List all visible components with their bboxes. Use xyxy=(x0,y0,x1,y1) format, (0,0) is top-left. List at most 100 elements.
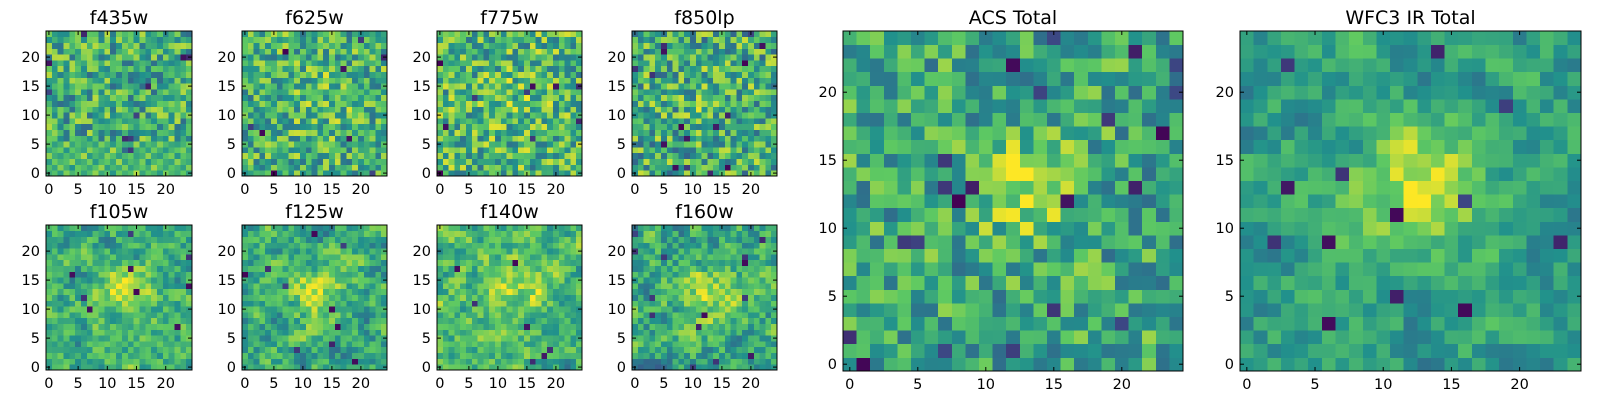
heatmap-cell xyxy=(713,135,720,142)
heatmap-cell xyxy=(288,283,295,290)
heatmap-cell xyxy=(46,358,53,365)
heatmap-cell xyxy=(381,242,388,249)
heatmap-cell xyxy=(340,306,347,313)
heatmap-cell xyxy=(311,335,318,342)
heatmap-cell xyxy=(156,230,164,237)
heatmap-cell xyxy=(381,31,388,38)
heatmap-cell xyxy=(535,312,542,319)
heatmap-cell xyxy=(471,83,478,90)
heatmap-cell xyxy=(276,329,283,336)
heatmap-cell xyxy=(748,48,755,55)
heatmap-cell xyxy=(300,335,307,342)
heatmap-cell xyxy=(724,65,731,72)
heatmap-cell xyxy=(323,248,330,255)
heatmap-cell xyxy=(512,129,519,136)
heatmap-cell xyxy=(1155,235,1170,249)
heatmap-cell xyxy=(524,42,531,49)
heatmap-cell xyxy=(317,71,324,78)
heatmap-cell xyxy=(63,346,70,353)
heatmap-cell xyxy=(271,123,278,130)
heatmap-cell xyxy=(843,303,857,317)
heatmap-cell xyxy=(352,123,359,130)
heatmap-cell xyxy=(247,306,254,313)
heatmap-cell xyxy=(300,236,307,243)
heatmap-cell xyxy=(127,283,134,290)
heatmap-cell xyxy=(541,89,548,96)
heatmap-cell xyxy=(369,112,376,119)
heatmap-cell xyxy=(690,112,697,119)
heatmap-cell xyxy=(655,158,662,165)
heatmap-cell xyxy=(127,170,134,177)
heatmap-cell xyxy=(448,352,455,359)
heatmap-cell xyxy=(524,147,531,154)
heatmap-cell xyxy=(288,65,295,72)
heatmap-cell xyxy=(340,230,347,237)
heatmap-cell xyxy=(363,283,370,290)
heatmap-cell xyxy=(672,100,679,107)
heatmap-cell xyxy=(695,158,702,165)
heatmap-cell xyxy=(512,147,519,154)
heatmap-cell xyxy=(253,141,260,148)
heatmap-cell xyxy=(477,294,484,301)
heatmap-cell xyxy=(104,306,111,313)
heatmap-cell xyxy=(649,60,656,67)
heatmap-cell xyxy=(86,277,94,284)
heatmap-cell xyxy=(856,316,871,331)
heatmap-cell xyxy=(883,139,898,154)
heatmap-cell xyxy=(643,164,650,171)
heatmap-cell xyxy=(951,235,966,249)
heatmap-cell xyxy=(730,152,737,159)
heatmap-cell xyxy=(247,100,254,107)
heatmap-cell xyxy=(1169,316,1184,331)
heatmap-cell xyxy=(334,323,341,330)
heatmap-cell xyxy=(1087,357,1102,372)
heatmap-cell xyxy=(276,60,283,67)
heatmap-cell xyxy=(1128,99,1143,113)
heatmap-cell xyxy=(1128,289,1143,304)
heatmap-cell xyxy=(265,54,272,61)
heatmap-cell xyxy=(271,259,278,266)
heatmap-cell xyxy=(358,71,365,78)
heatmap-cell xyxy=(979,85,993,100)
heatmap-cell xyxy=(719,89,726,96)
heatmap-cell xyxy=(369,283,376,290)
heatmap-cell xyxy=(110,164,117,171)
heatmap-cell xyxy=(363,83,370,90)
heatmap-cell xyxy=(317,283,324,290)
heatmap-cell xyxy=(156,283,164,290)
heatmap-cell xyxy=(1074,85,1089,100)
heatmap-cell xyxy=(282,271,289,278)
heatmap-cell xyxy=(98,65,105,72)
heatmap-cell xyxy=(684,77,691,84)
heatmap-cell xyxy=(524,77,531,84)
heatmap-cells xyxy=(242,31,388,177)
heatmap-cell xyxy=(437,123,444,130)
heatmap-cell xyxy=(110,158,117,165)
heatmap-cell xyxy=(979,180,993,195)
heatmap-cell xyxy=(564,129,571,136)
heatmap-cell xyxy=(92,335,99,342)
heatmap-cell xyxy=(145,306,152,313)
heatmap-cell xyxy=(1019,139,1034,154)
heatmap-cell xyxy=(541,323,548,330)
heatmap-cell xyxy=(748,164,755,171)
heatmap-cell xyxy=(713,106,720,113)
heatmap-cell xyxy=(311,312,318,319)
heatmap-cell xyxy=(506,147,513,154)
heatmap-cell xyxy=(570,152,577,159)
heatmap-cell xyxy=(294,164,301,171)
heatmap-cell xyxy=(442,135,449,142)
heatmap-cell xyxy=(471,71,478,78)
heatmap-cell xyxy=(63,335,70,342)
heatmap-cell xyxy=(518,306,525,313)
heatmap-cell xyxy=(63,106,70,113)
heatmap-cell xyxy=(81,94,88,101)
heatmap-cell xyxy=(375,65,382,72)
heatmap-cell xyxy=(870,194,885,209)
heatmap-cell xyxy=(116,317,123,324)
heatmap-cell xyxy=(483,283,490,290)
heatmap-cell xyxy=(75,100,82,107)
heatmap-cell xyxy=(965,330,980,345)
heatmap-cell xyxy=(323,265,330,272)
heatmap-cell xyxy=(305,123,312,130)
